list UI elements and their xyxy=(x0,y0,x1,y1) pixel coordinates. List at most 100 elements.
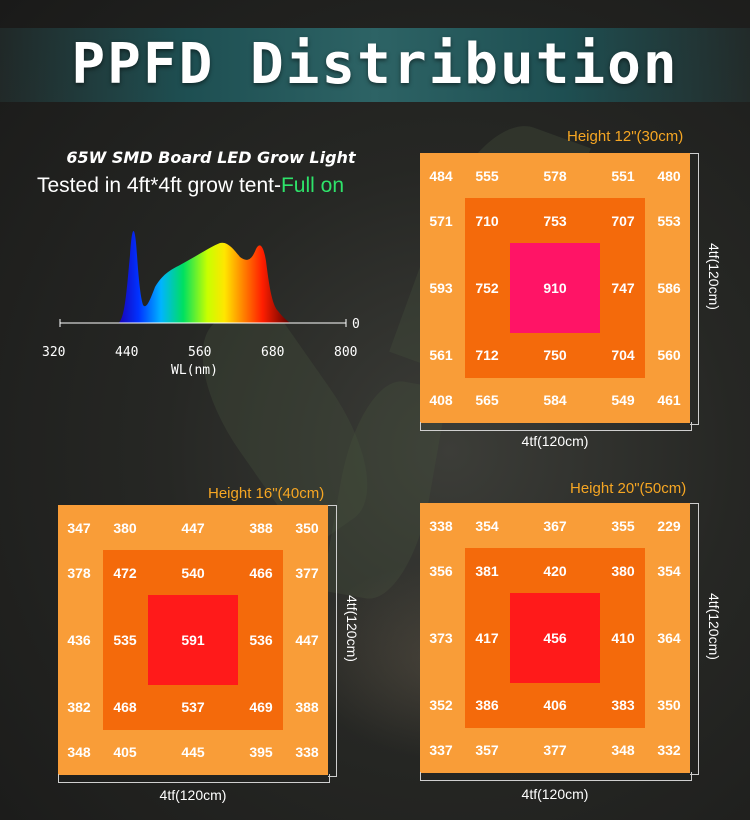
depth-dimension-line xyxy=(690,503,699,775)
spectrum-chart: 0 320 440 560 680 800 WL(nm) xyxy=(42,231,360,378)
ppfd-value: 377 xyxy=(543,742,567,758)
width-label: 4tf(120cm) xyxy=(521,433,589,449)
ppfd-grid: 347 380 447 388 350 378 472 540 466 377 436 535 591 5… xyxy=(58,505,328,775)
ppfd-value: 357 xyxy=(475,742,499,758)
ppfd-value: 445 xyxy=(181,744,205,760)
ppfd-value: 456 xyxy=(543,630,567,646)
ppfd-value: 367 xyxy=(543,518,567,534)
ppfd-value: 480 xyxy=(657,168,681,184)
ppfd-center-zone xyxy=(510,243,600,333)
width-dimension-line xyxy=(58,774,330,783)
depth-dimension-line xyxy=(690,153,699,425)
ppfd-value: 350 xyxy=(657,697,681,713)
ppfd-value: 571 xyxy=(429,213,453,229)
width-dimension-line xyxy=(420,772,692,781)
ppfd-value: 380 xyxy=(611,563,635,579)
ppfd-value: 338 xyxy=(295,744,319,760)
ppfd-value: 378 xyxy=(67,565,91,581)
spectrum-x-tick: 320 xyxy=(42,345,65,360)
spectrum-x-tick: 800 xyxy=(334,345,357,360)
ppfd-value: 348 xyxy=(67,744,91,760)
ppfd-value: 377 xyxy=(295,565,319,581)
ppfd-value: 704 xyxy=(611,347,635,363)
ppfd-value: 229 xyxy=(657,518,681,534)
ppfd-value: 586 xyxy=(657,280,681,296)
spectrum-x-tick: 440 xyxy=(115,345,138,360)
ppfd-value: 337 xyxy=(429,742,453,758)
spectrum-curve xyxy=(118,231,290,323)
height-label: Height 20"(50cm) xyxy=(570,480,687,497)
ppfd-center-zone xyxy=(510,593,600,683)
ppfd-value: 536 xyxy=(249,632,273,648)
ppfd-value: 386 xyxy=(475,697,499,713)
ppfd-value: 591 xyxy=(181,632,205,648)
ppfd-grid: 338 354 367 355 229 356 381 420 380 354 373 417 456 4… xyxy=(420,503,690,773)
ppfd-value: 420 xyxy=(543,563,567,579)
spectrum-x-tick: 680 xyxy=(261,345,284,360)
spectrum-y-tick: 0 xyxy=(352,317,360,332)
ppfd-value: 549 xyxy=(611,392,635,408)
product-name: 65W SMD Board LED Grow Light xyxy=(66,148,356,167)
ppfd-value: 565 xyxy=(475,392,499,408)
title-banner xyxy=(0,28,750,102)
ppfd-value: 364 xyxy=(657,630,681,646)
ppfd-value: 436 xyxy=(67,632,91,648)
ppfd-value: 381 xyxy=(475,563,499,579)
ppfd-value: 373 xyxy=(429,630,453,646)
ppfd-value: 410 xyxy=(611,630,635,646)
ppfd-value: 712 xyxy=(475,347,499,363)
ppfd-value: 555 xyxy=(475,168,499,184)
ppfd-value: 352 xyxy=(429,697,453,713)
ppfd-value: 447 xyxy=(181,520,205,536)
ppfd-value: 578 xyxy=(543,168,567,184)
ppfd-value: 383 xyxy=(611,697,635,713)
test-condition: Tested in 4ft*4ft grow tent-Full on xyxy=(37,174,397,198)
ppfd-value: 593 xyxy=(429,280,453,296)
depth-dimension-line xyxy=(328,505,337,777)
ppfd-value: 551 xyxy=(611,168,635,184)
ppfd-value: 750 xyxy=(543,347,567,363)
ppfd-value: 355 xyxy=(611,518,635,534)
ppfd-value: 408 xyxy=(429,392,453,408)
ppfd-value: 354 xyxy=(475,518,499,534)
height-label: Height 16"(40cm) xyxy=(208,485,325,502)
test-prefix: Tested in 4ft*4ft grow tent- xyxy=(37,174,281,197)
ppfd-value: 535 xyxy=(113,632,137,648)
ppfd-value: 560 xyxy=(657,347,681,363)
ppfd-value: 752 xyxy=(475,280,499,296)
ppfd-value: 537 xyxy=(181,699,205,715)
depth-label: 4tf(120cm) xyxy=(344,595,360,662)
ppfd-value: 406 xyxy=(543,697,567,713)
ppfd-value: 910 xyxy=(543,280,567,296)
height-label: Height 12"(30cm) xyxy=(567,128,684,145)
ppfd-grid: 484 555 578 551 480 571 710 753 707 553 593 752 910 7… xyxy=(420,153,690,423)
ppfd-center-zone xyxy=(148,595,238,685)
ppfd-value: 584 xyxy=(543,392,567,408)
ppfd-value: 356 xyxy=(429,563,453,579)
ppfd-value: 469 xyxy=(249,699,273,715)
ppfd-value: 753 xyxy=(543,213,567,229)
ppfd-value: 382 xyxy=(67,699,91,715)
ppfd-value: 380 xyxy=(113,520,137,536)
ppfd-value: 468 xyxy=(113,699,137,715)
ppfd-value: 466 xyxy=(249,565,273,581)
test-highlight: Full on xyxy=(280,174,344,197)
spectrum-x-label: WL(nm) xyxy=(171,363,218,378)
ppfd-value: 747 xyxy=(611,280,635,296)
depth-label: 4tf(120cm) xyxy=(706,593,722,660)
ppfd-value: 707 xyxy=(611,213,635,229)
ppfd-value: 447 xyxy=(295,632,319,648)
ppfd-value: 461 xyxy=(657,392,681,408)
ppfd-value: 354 xyxy=(657,563,681,579)
ppfd-value: 710 xyxy=(475,213,499,229)
ppfd-value: 332 xyxy=(657,742,681,758)
ppfd-value: 417 xyxy=(475,630,499,646)
width-label: 4tf(120cm) xyxy=(159,787,227,803)
ppfd-value: 388 xyxy=(295,699,319,715)
spectrum-x-tick: 560 xyxy=(188,345,211,360)
ppfd-value: 388 xyxy=(249,520,273,536)
ppfd-value: 540 xyxy=(181,565,205,581)
page-title: PPFD Distribution xyxy=(71,32,679,97)
depth-label: 4tf(120cm) xyxy=(706,243,722,310)
width-label: 4tf(120cm) xyxy=(521,786,589,802)
